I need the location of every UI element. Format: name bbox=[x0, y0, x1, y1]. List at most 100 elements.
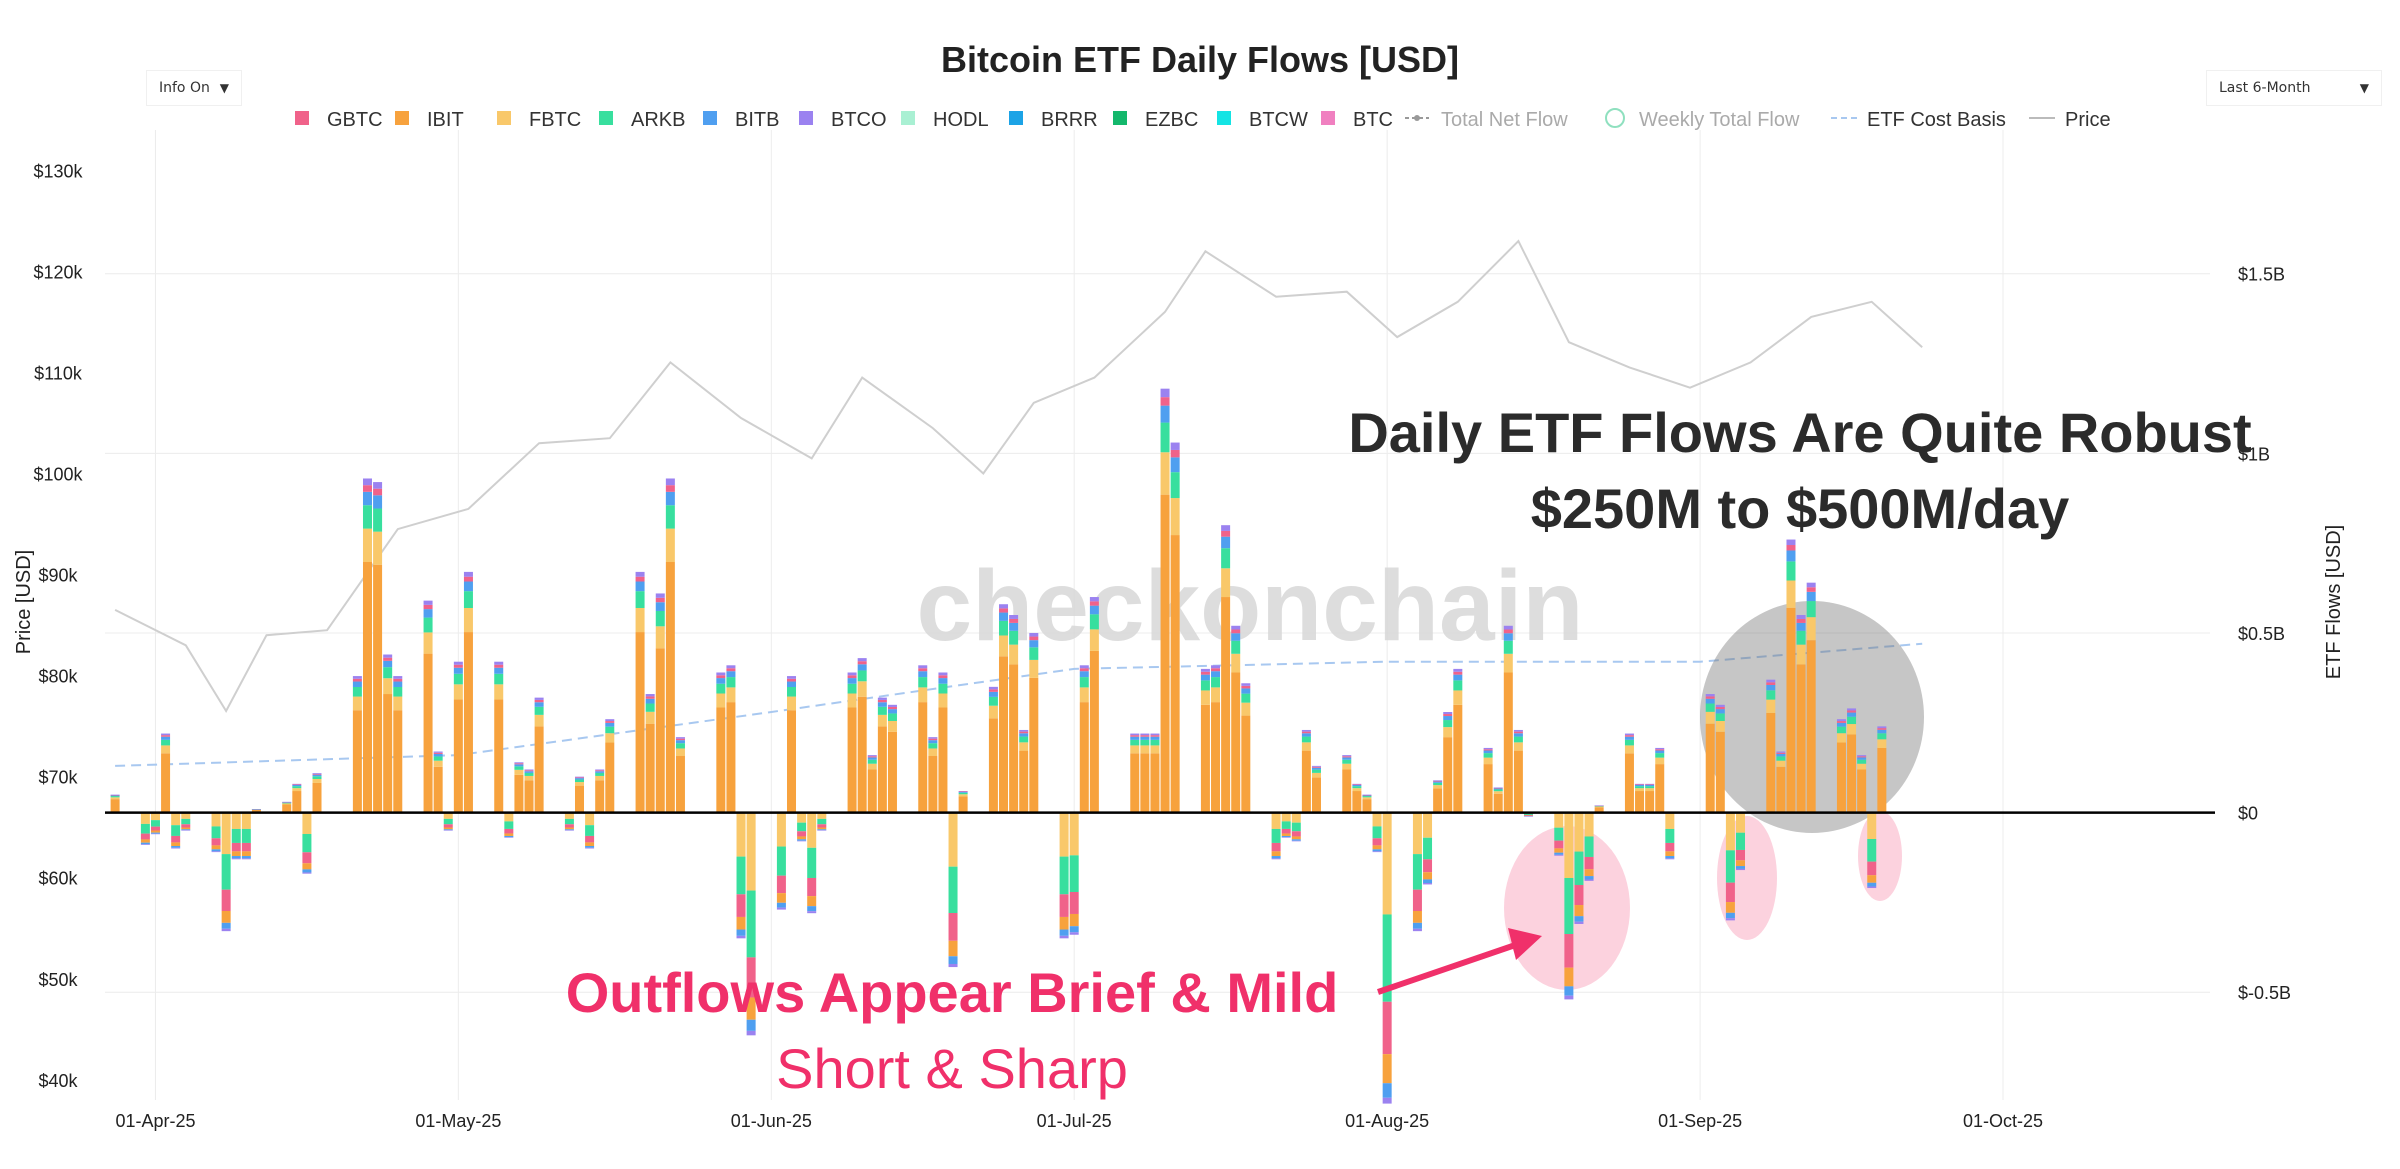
bar-segment-gbtc bbox=[1705, 696, 1715, 699]
bar-segment-btco bbox=[1513, 729, 1523, 732]
bar-segment-gbtc bbox=[1382, 1001, 1392, 1055]
bar-segment-btco bbox=[1877, 726, 1887, 729]
bar-segment-arkb bbox=[1009, 630, 1019, 645]
bar-segment-gbtc bbox=[1796, 618, 1806, 623]
legend-label: ARKB bbox=[631, 109, 685, 131]
bar-segment-ibit bbox=[463, 632, 473, 813]
bar-segment-fbtc bbox=[1725, 812, 1735, 851]
right-axis: $-0.5B $0 $0.5B $1B $1.5B bbox=[2238, 265, 2291, 1004]
bar-segment-arkb bbox=[1362, 796, 1372, 798]
bar-segment-btco bbox=[1503, 625, 1513, 630]
bar-segment-arkb bbox=[373, 508, 383, 532]
bar-segment-fbtc bbox=[1069, 812, 1079, 856]
bar-segment-btco bbox=[312, 773, 322, 774]
left-tick-label: $100k bbox=[33, 465, 83, 485]
bar-segment-btco bbox=[1715, 704, 1725, 707]
right-tick-label: $-0.5B bbox=[2238, 983, 2291, 1003]
bar-segment-ibit bbox=[514, 774, 524, 813]
bar-segment-btco bbox=[393, 676, 403, 679]
bar-segment-btco bbox=[1766, 679, 1776, 683]
bar-segment-gbtc bbox=[1645, 784, 1655, 786]
bar-segment-fbtc bbox=[514, 769, 524, 775]
bar-segment-ibit bbox=[585, 842, 595, 847]
bar-segment-bitb bbox=[1847, 712, 1857, 717]
bar-segment-btco bbox=[918, 665, 928, 669]
bar-segment-gbtc bbox=[211, 838, 221, 846]
bar-segment-ibit bbox=[1089, 650, 1099, 813]
bar-segment-fbtc bbox=[938, 693, 948, 708]
bar-segment-bitb bbox=[938, 678, 948, 684]
bar-segment-ibit bbox=[1836, 742, 1846, 813]
bar-segment-ibit bbox=[1594, 807, 1604, 813]
bar-segment-btco bbox=[1564, 995, 1574, 1000]
bar-segment-arkb bbox=[1352, 786, 1362, 789]
bar-segment-fbtc bbox=[1705, 711, 1715, 724]
bar-segment-fbtc bbox=[211, 812, 221, 827]
bar-segment-bitb bbox=[867, 757, 877, 760]
bar-segment-gbtc bbox=[918, 668, 928, 672]
bar-segment-bitb bbox=[1211, 671, 1221, 678]
bar-segment-fbtc bbox=[585, 812, 595, 826]
left-tick-label: $120k bbox=[33, 262, 83, 282]
bar-segment-bitb bbox=[231, 856, 241, 859]
chevron-down-icon: ▼ bbox=[219, 81, 229, 95]
bar-segment-bitb bbox=[161, 736, 171, 740]
bar-segment-fbtc bbox=[887, 720, 897, 732]
bar-segment-bitb bbox=[999, 612, 1009, 621]
bar-segment-bitb bbox=[1705, 698, 1715, 704]
bar-segment-ibit bbox=[817, 827, 827, 830]
bar-segment-fbtc bbox=[161, 745, 171, 754]
legend-label: Total Net Flow bbox=[1441, 109, 1568, 131]
bar-segment-ibit bbox=[1291, 836, 1301, 840]
bar-segment-fbtc bbox=[1564, 812, 1574, 878]
bar-segment-btco bbox=[161, 733, 171, 736]
legend-label: ETF Cost Basis bbox=[1867, 109, 2006, 131]
bar-segment-fbtc bbox=[1786, 580, 1796, 608]
bar-segment-gbtc bbox=[847, 675, 857, 679]
bar-segment-bitb bbox=[383, 660, 393, 668]
bar-segment-arkb bbox=[1271, 828, 1281, 843]
left-axis-label: Price [USD] bbox=[13, 550, 35, 654]
range-dropdown[interactable]: Last 6-Month ▼ bbox=[2206, 70, 2382, 106]
bar-segment-bitb bbox=[1150, 736, 1160, 740]
bar-segment-fbtc bbox=[1412, 812, 1422, 855]
bar-segment-ibit bbox=[1513, 750, 1523, 813]
bar-segment-btco bbox=[373, 482, 383, 489]
bar-segment-bitb bbox=[140, 842, 150, 845]
bar-segment-btco bbox=[645, 694, 655, 697]
bar-segment-arkb bbox=[110, 796, 120, 798]
bar-segment-ibit bbox=[807, 896, 817, 907]
bar-segment-btco bbox=[787, 676, 797, 679]
bar-segment-fbtc bbox=[1493, 791, 1503, 794]
bar-segment-btco bbox=[1362, 794, 1372, 796]
legend-swatch bbox=[497, 111, 511, 125]
info-dropdown[interactable]: Info On ▼ bbox=[146, 70, 242, 106]
bar-segment-bitb bbox=[423, 609, 433, 618]
bar-segment-arkb bbox=[1423, 837, 1433, 860]
bar-segment-btco bbox=[1857, 755, 1867, 757]
bar-segment-gbtc bbox=[1211, 668, 1221, 672]
bar-segment-btco bbox=[1776, 751, 1786, 753]
x-tick-label: 01-Jun-25 bbox=[731, 1111, 812, 1131]
bar-segment-btco bbox=[655, 593, 665, 598]
watermark-text: checkonchain bbox=[917, 550, 1584, 662]
bar-segment-arkb bbox=[221, 854, 231, 890]
bar-segment-arkb bbox=[1211, 677, 1221, 688]
bar-segment-arkb bbox=[877, 706, 887, 715]
left-tick-label: $70k bbox=[38, 768, 78, 788]
bar-segment-ibit bbox=[1069, 913, 1079, 927]
bar-segment-arkb bbox=[867, 759, 877, 764]
bar-segment-gbtc bbox=[362, 485, 372, 492]
bar-segment-btco bbox=[1352, 783, 1362, 785]
bar-segment-btco bbox=[1019, 729, 1029, 732]
bar-segment-gbtc bbox=[665, 485, 675, 492]
bar-segment-ibit bbox=[918, 702, 928, 813]
bar-segment-fbtc bbox=[918, 687, 928, 703]
bar-segment-arkb bbox=[1372, 826, 1382, 839]
bar-segment-btco bbox=[181, 830, 191, 831]
bar-segment-fbtc bbox=[1140, 745, 1150, 754]
bar-segment-gbtc bbox=[1483, 749, 1493, 751]
bar-segment-gbtc bbox=[1412, 889, 1422, 911]
bar-segment-bitb bbox=[1009, 622, 1019, 631]
bar-segment-gbtc bbox=[1493, 787, 1503, 789]
